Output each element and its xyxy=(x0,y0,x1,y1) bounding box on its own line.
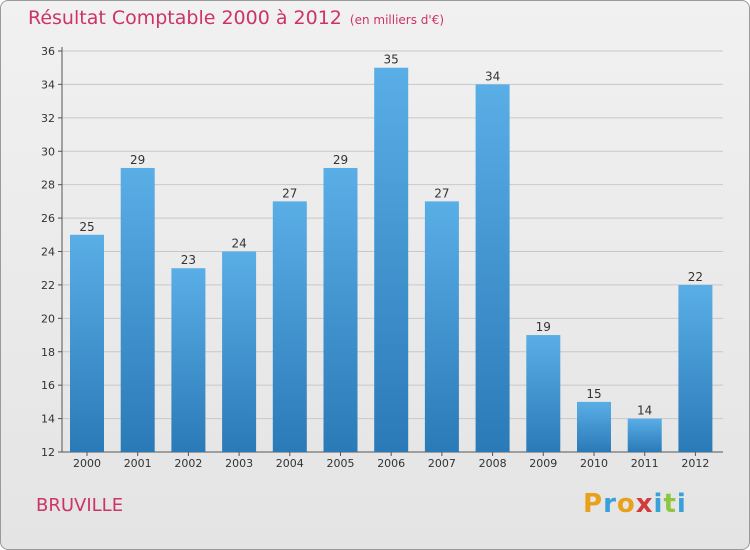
value-label: 27 xyxy=(434,186,449,200)
bar xyxy=(171,268,206,452)
logo-letter: t xyxy=(663,489,677,519)
value-label: 15 xyxy=(586,387,601,401)
title-unit: (en milliers d'€) xyxy=(349,13,445,27)
chart-title: Résultat Comptable 2000 à 2012 (en millie… xyxy=(28,7,444,29)
x-tick-label: 2000 xyxy=(73,457,101,470)
logo-letter: P xyxy=(583,489,604,519)
bar xyxy=(323,167,358,453)
bar xyxy=(526,335,561,452)
logo-letter: i xyxy=(676,489,687,519)
bar xyxy=(475,84,510,453)
y-tick-label: 12 xyxy=(41,446,55,459)
bar xyxy=(120,167,155,453)
y-tick-label: 18 xyxy=(41,346,55,359)
x-tick-label: 2011 xyxy=(631,457,659,470)
x-tick-label: 2009 xyxy=(529,457,557,470)
value-label: 34 xyxy=(485,69,500,83)
bars xyxy=(70,67,713,453)
value-label: 19 xyxy=(536,320,551,334)
x-tick-label: 2005 xyxy=(327,457,355,470)
bar xyxy=(70,234,104,452)
value-label: 24 xyxy=(231,237,246,251)
y-tick-label: 34 xyxy=(41,78,55,91)
y-tick-label: 22 xyxy=(41,279,55,292)
y-tick-label: 20 xyxy=(41,312,55,325)
bar xyxy=(374,67,409,452)
x-tick-label: 2010 xyxy=(580,457,608,470)
y-tick-label: 32 xyxy=(41,112,55,125)
logo-letter: r xyxy=(603,489,617,519)
proxiti-logo[interactable]: Proxiti xyxy=(583,489,687,519)
logo-letter: i xyxy=(653,489,664,519)
value-label: 27 xyxy=(282,186,297,200)
x-tick-label: 2008 xyxy=(479,457,507,470)
value-label: 35 xyxy=(384,53,399,67)
bar xyxy=(678,284,713,452)
bar xyxy=(424,201,459,452)
x-tick-label: 2003 xyxy=(225,457,253,470)
value-label: 22 xyxy=(688,270,703,284)
x-tick-label: 2001 xyxy=(124,457,152,470)
bar xyxy=(222,251,257,452)
x-tick-label: 2012 xyxy=(681,457,709,470)
y-tick-label: 36 xyxy=(41,45,55,58)
logo-letter: o xyxy=(616,489,636,519)
bar xyxy=(577,401,611,452)
value-label: 14 xyxy=(637,404,652,418)
bar xyxy=(272,201,307,452)
x-tick-label: 2004 xyxy=(276,457,304,470)
bar xyxy=(627,418,662,452)
x-tick-label: 2007 xyxy=(428,457,456,470)
commune-name: BRUVILLE xyxy=(36,495,124,516)
value-label: 29 xyxy=(333,153,348,167)
y-tick-label: 14 xyxy=(41,413,55,426)
y-tick-label: 30 xyxy=(41,145,55,158)
y-tick-label: 24 xyxy=(41,246,55,259)
y-tick-label: 26 xyxy=(41,212,55,225)
value-label: 29 xyxy=(130,153,145,167)
x-tick-label: 2002 xyxy=(174,457,202,470)
y-tick-label: 16 xyxy=(41,379,55,392)
logo-letter: x xyxy=(635,489,654,519)
labels: 12 14 16 18 20 22 24 26 28 30 32 34 36 25 2000 29 2001 23… xyxy=(41,45,709,470)
value-label: 23 xyxy=(181,253,196,267)
title-main: Résultat Comptable 2000 à 2012 xyxy=(28,7,342,29)
x-tick-label: 2006 xyxy=(377,457,405,470)
value-label: 25 xyxy=(79,220,94,234)
y-tick-label: 28 xyxy=(41,179,55,192)
